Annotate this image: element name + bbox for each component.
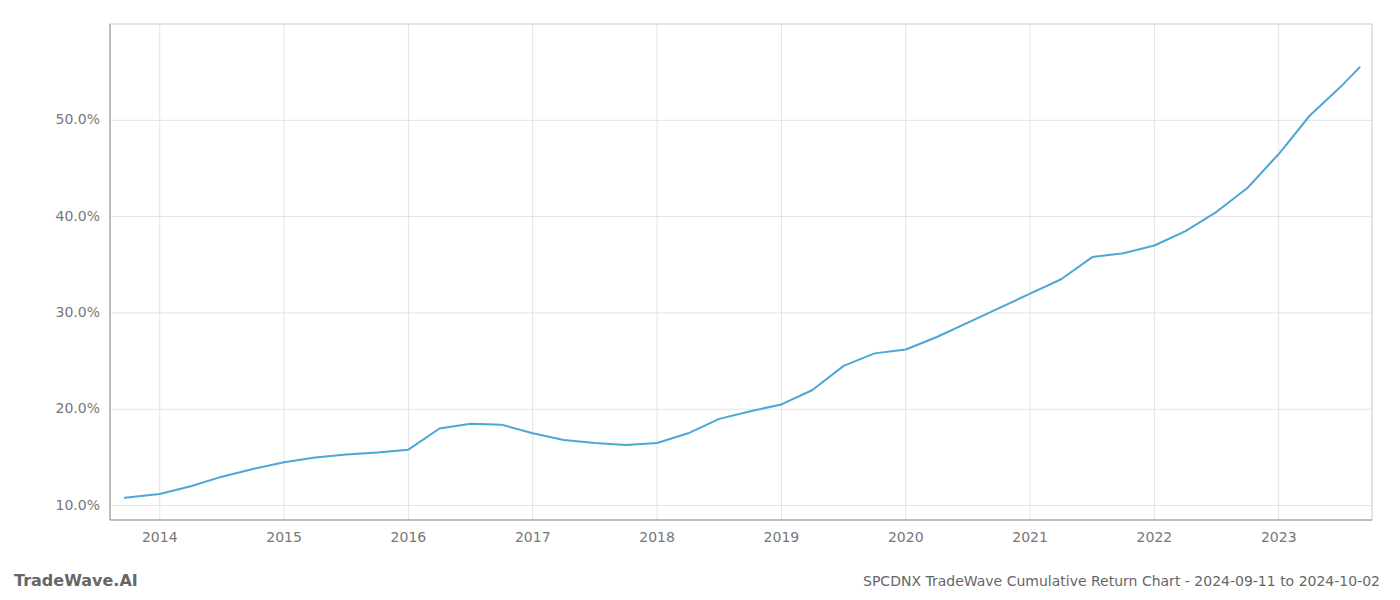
y-tick-label: 50.0% xyxy=(56,111,100,127)
axes: 10.0% 20.0% 30.0% 40.0% 50.0% 2014 2015 2016 201… xyxy=(56,24,1372,545)
y-tick-label: 30.0% xyxy=(56,304,100,320)
chart-title: SPCDNX TradeWave Cumulative Return Chart… xyxy=(863,573,1380,589)
x-tick-label: 2014 xyxy=(142,529,178,545)
x-grid-line xyxy=(1278,24,1279,520)
y-grid-line xyxy=(110,312,1372,313)
chart: 10.0% 20.0% 30.0% 40.0% 50.0% 2014 2015 2016 201… xyxy=(0,0,1400,600)
data-layer xyxy=(125,67,1360,498)
plot-frame xyxy=(110,24,1372,520)
x-tick-label: 2019 xyxy=(764,529,800,545)
x-tick-label: 2016 xyxy=(391,529,427,545)
x-tick-label: 2023 xyxy=(1261,529,1297,545)
x-grid-line xyxy=(159,24,160,520)
x-tick-label: 2017 xyxy=(515,529,551,545)
x-grid-line xyxy=(284,24,285,520)
y-grid-line xyxy=(110,505,1372,506)
y-tick-label: 10.0% xyxy=(56,497,100,513)
x-grid-line xyxy=(1030,24,1031,520)
x-grid-line xyxy=(781,24,782,520)
x-tick-label: 2021 xyxy=(1012,529,1048,545)
x-grid-line xyxy=(905,24,906,520)
x-tick-label: 2015 xyxy=(266,529,302,545)
x-tick-label: 2020 xyxy=(888,529,924,545)
y-grid-line xyxy=(110,409,1372,410)
y-axis-line xyxy=(110,24,111,520)
y-grid-line xyxy=(110,120,1372,121)
x-grid-line xyxy=(532,24,533,520)
x-grid-line xyxy=(408,24,409,520)
series-line xyxy=(125,67,1360,498)
y-tick-label: 40.0% xyxy=(56,208,100,224)
watermark: TradeWave.AI xyxy=(14,571,138,590)
x-tick-label: 2022 xyxy=(1137,529,1173,545)
x-grid-line xyxy=(657,24,658,520)
y-grid-line xyxy=(110,216,1372,217)
x-grid-line xyxy=(1154,24,1155,520)
page: {"chart_data": { "type": "line", "title"… xyxy=(0,0,1400,600)
x-axis-line xyxy=(110,520,1372,521)
y-tick-label: 20.0% xyxy=(56,400,100,416)
grid xyxy=(110,24,1372,520)
x-tick-label: 2018 xyxy=(639,529,675,545)
